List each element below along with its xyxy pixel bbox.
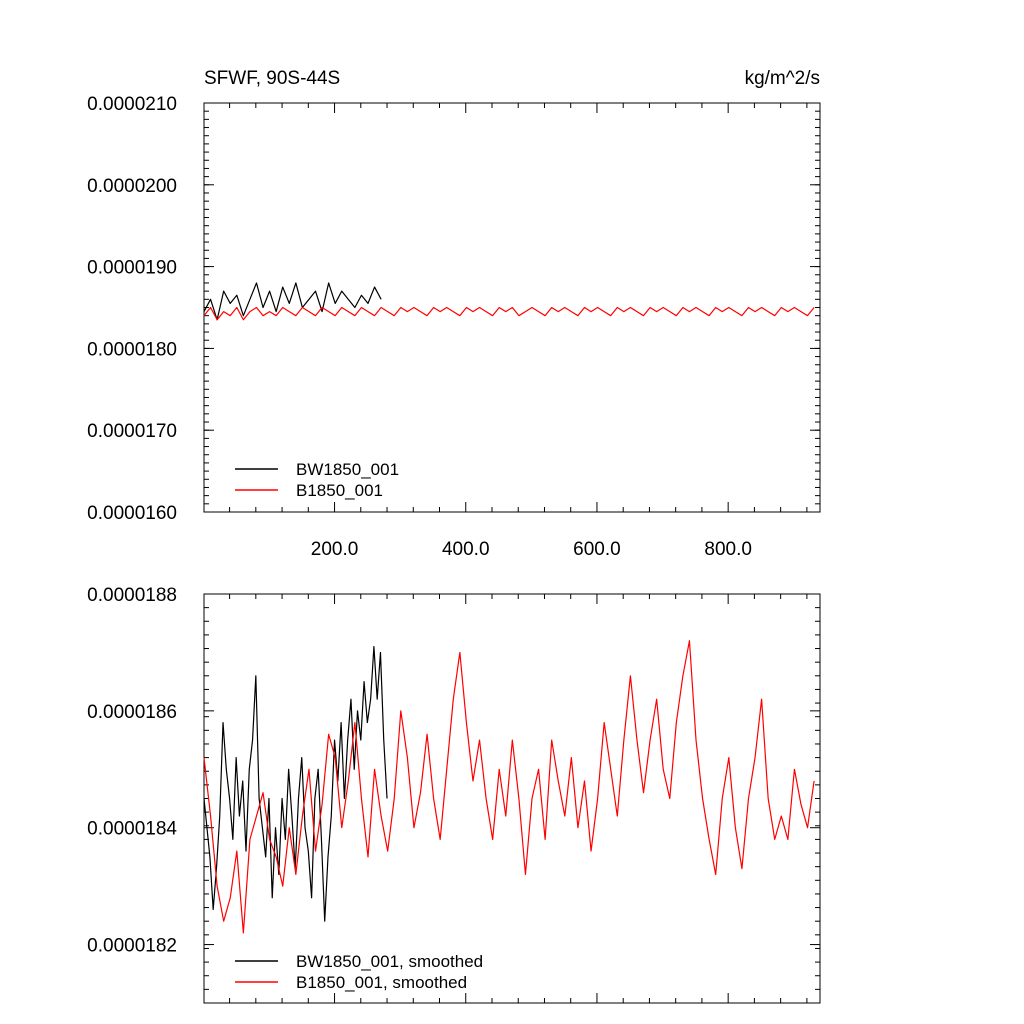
bottom-series-line-1 (203, 640, 815, 934)
top-y-tick-label: 0.0000160 (87, 503, 177, 524)
bottom-y-tick-label: 0.0000186 (87, 702, 177, 723)
top-legend-label-b: B1850_001 (296, 481, 383, 500)
top-series-line-1 (203, 306, 815, 321)
bottom-legend-label-bw: BW1850_001, smoothed (296, 952, 483, 971)
top-x-tick-label: 800.0 (704, 539, 752, 560)
top-panel: SFWF, 90S-44S kg/m^2/s 0.0000160 0.000017… (87, 68, 821, 560)
bottom-series (203, 640, 815, 934)
top-series-line-0 (203, 282, 382, 321)
bottom-y-tick-label: 0.0000188 (87, 585, 177, 606)
top-x-tick-label: 600.0 (573, 539, 621, 560)
bottom-panel: 0.0000182 0.0000184 0.0000186 0.0000188 BW1… (87, 585, 821, 1004)
top-legend: BW1850_001 B1850_001 (235, 460, 399, 500)
bottom-series-line-0 (203, 645, 388, 922)
bottom-legend-label-b: B1850_001, smoothed (296, 973, 467, 992)
top-x-axis: 200.0 400.0 600.0 800.0 (229, 103, 808, 560)
top-x-tick-label: 400.0 (442, 539, 490, 560)
top-x-tick-label: 200.0 (311, 539, 359, 560)
bottom-legend: BW1850_001, smoothed B1850_001, smoothed (235, 952, 483, 992)
top-y-tick-label: 0.0000200 (87, 176, 177, 197)
top-series (203, 282, 815, 321)
top-legend-label-bw: BW1850_001 (296, 460, 399, 479)
bottom-x-axis (229, 594, 808, 1003)
top-y-axis: 0.0000160 0.0000170 0.0000180 0.0000190 0.00… (87, 94, 820, 524)
top-panel-units: kg/m^2/s (745, 68, 820, 89)
bottom-y-tick-label: 0.0000184 (87, 819, 177, 840)
bottom-y-axis: 0.0000182 0.0000184 0.0000186 0.0000188 (87, 585, 820, 990)
bottom-plot-frame (203, 593, 821, 1004)
top-y-tick-label: 0.0000170 (87, 421, 177, 442)
top-y-tick-label: 0.0000190 (87, 258, 177, 279)
top-y-tick-label: 0.0000180 (87, 339, 177, 360)
top-y-tick-label: 0.0000210 (87, 94, 177, 115)
top-panel-title: SFWF, 90S-44S (204, 68, 340, 89)
bottom-y-tick-label: 0.0000182 (87, 936, 177, 957)
